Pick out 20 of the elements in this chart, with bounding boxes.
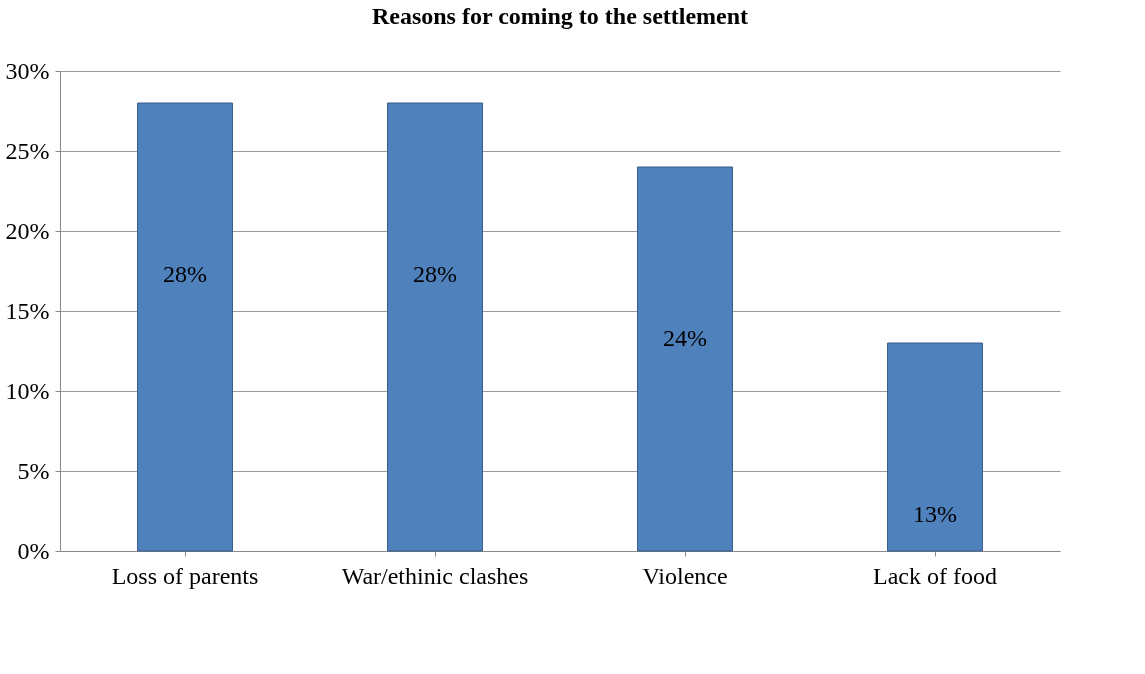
data-label: 28% — [413, 261, 457, 287]
bar — [637, 166, 733, 552]
bar — [887, 342, 983, 552]
y-tick-label: 5% — [17, 457, 50, 484]
x-tick-label: War/ethinic clashes — [341, 562, 529, 589]
data-label: 28% — [163, 261, 207, 287]
y-tick-label: 0% — [17, 537, 50, 564]
bar — [387, 102, 483, 552]
y-tick-label: 25% — [5, 137, 50, 164]
bar — [137, 102, 233, 552]
y-tick-label: 20% — [5, 217, 50, 244]
x-tick-label: Violence — [642, 562, 728, 589]
x-tick-label: Lack of food — [873, 562, 997, 589]
x-tick-label: Loss of parents — [111, 562, 259, 589]
data-label: 13% — [913, 501, 957, 527]
y-tick-label: 30% — [5, 57, 50, 84]
chart-title: Reasons for coming to the settlement — [371, 3, 749, 29]
y-tick-label: 10% — [5, 377, 50, 404]
y-tick-label: 15% — [5, 297, 50, 324]
data-label: 24% — [663, 325, 707, 351]
